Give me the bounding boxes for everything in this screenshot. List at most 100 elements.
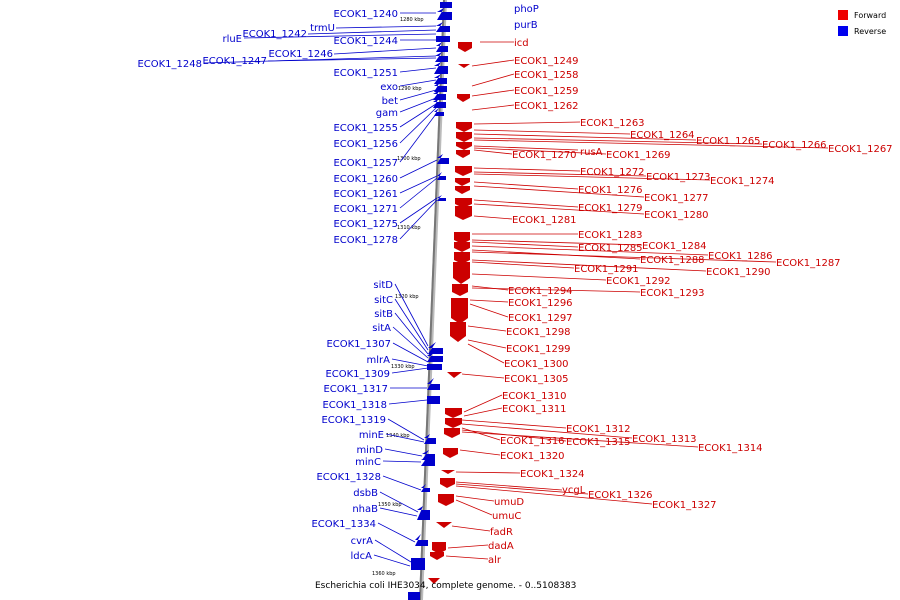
leader-line	[455, 483, 589, 495]
gene-label-reverse: minD	[356, 445, 383, 456]
gene-label-reverse: sitD	[373, 280, 393, 291]
gene-label-reverse: bet	[382, 96, 399, 107]
leader-line	[473, 171, 647, 177]
gene-label-reverse: sitB	[374, 309, 393, 320]
leader-line	[473, 139, 829, 149]
gene-block-reverse	[427, 396, 440, 404]
gene-label-forward: dadA	[488, 541, 514, 552]
gene-label-forward: fadR	[490, 527, 513, 538]
gene-block-forward	[457, 94, 470, 102]
leader-line	[473, 133, 697, 141]
leader-line	[473, 185, 645, 198]
leader-line	[267, 57, 437, 62]
leader-line	[473, 129, 631, 135]
map-caption: Escherichia coli IHE3034, complete genom…	[315, 581, 576, 591]
leader-line	[335, 25, 437, 29]
gene-label-forward: ECOK1_1313	[632, 434, 697, 445]
leader-line	[307, 29, 437, 35]
legend: Forward Reverse	[838, 10, 886, 36]
leader-line	[392, 342, 429, 363]
gene-label-forward: phoP	[514, 4, 539, 15]
gene-block-forward	[445, 408, 462, 418]
gene-label-forward: ECOK1_1320	[500, 451, 565, 462]
leader-line	[447, 544, 489, 549]
gene-label-reverse: mlrA	[367, 355, 391, 366]
forward-gene-labels: phoP purB icd ECOK1_1249 ECOK1_1258 ECOK…	[488, 4, 893, 566]
gene-block-forward	[430, 552, 444, 560]
leader-line	[455, 471, 521, 474]
gene-label-forward: ECOK1_1290	[706, 267, 771, 278]
gene-block-reverse	[417, 506, 430, 520]
gene-block-reverse	[436, 42, 448, 52]
leader-line	[471, 251, 777, 263]
gene-block-reverse	[428, 342, 443, 354]
gene-block-reverse	[427, 350, 443, 362]
gene-block-forward	[456, 122, 472, 132]
reverse-leader-lines	[203, 12, 438, 567]
leader-line	[243, 33, 437, 39]
gene-block-forward	[456, 150, 470, 158]
gene-block-reverse	[433, 98, 446, 108]
gene-label-forward: ECOK1_1292	[606, 276, 671, 287]
gene-label-reverse: ECOK1_1240	[333, 9, 398, 20]
gene-block-forward	[455, 178, 470, 186]
gene-block-forward	[436, 522, 452, 528]
gene-block-forward	[452, 284, 468, 296]
gene-block-forward	[458, 64, 470, 68]
gene-label-reverse: ldcA	[351, 551, 373, 562]
tick-label: 1330 kbp	[391, 364, 415, 370]
leader-line	[459, 449, 501, 456]
gene-label-forward: rusA	[580, 147, 603, 158]
leader-line	[467, 339, 507, 349]
leader-line	[473, 181, 579, 190]
gene-block-forward	[428, 578, 440, 584]
gene-block-reverse	[436, 22, 450, 32]
gene-block-forward	[451, 298, 468, 324]
leader-line	[399, 107, 437, 144]
gene-block-reverse	[437, 172, 446, 180]
tick-labels: 1280 kbp 1290 kbp 1300 kbp 1310 kbp 1320…	[372, 17, 424, 577]
leader-line	[203, 55, 437, 64]
leader-line	[473, 167, 581, 172]
leader-line	[471, 287, 641, 293]
leader-line	[379, 491, 419, 513]
gene-block-reverse	[435, 52, 448, 62]
gene-block-forward	[456, 142, 472, 150]
leader-line	[467, 325, 507, 332]
gene-label-forward: ECOK1_1316	[500, 436, 565, 447]
legend-label-reverse: Reverse	[854, 27, 886, 36]
gene-label-reverse: ECOK1_1319	[321, 415, 386, 426]
gene-block-forward	[447, 372, 462, 378]
gene-block-reverse	[436, 36, 450, 42]
leader-line	[388, 399, 428, 405]
leader-line	[399, 175, 438, 194]
gene-label-reverse: ECOK1_1255	[333, 123, 398, 134]
leader-line	[473, 147, 607, 155]
gene-label-forward: ECOK1_1267	[828, 144, 893, 155]
leader-line	[377, 522, 416, 543]
gene-block-reverse	[421, 456, 435, 466]
leader-line	[387, 418, 425, 441]
leader-line	[392, 326, 429, 359]
leader-line	[399, 97, 437, 113]
leader-line	[473, 121, 581, 125]
gene-label-forward: ycgL	[562, 485, 586, 496]
leader-line	[471, 59, 515, 67]
gene-label-forward: ECOK1_1300	[504, 359, 569, 370]
gene-block-forward	[454, 252, 470, 264]
gene-label-reverse: ECOK1_1275	[333, 219, 398, 230]
gene-label-forward: ECOK1_1294	[508, 286, 573, 297]
gene-label-forward: ECOK1_1280	[644, 210, 709, 221]
leader-line	[455, 485, 653, 505]
leader-line	[461, 419, 567, 429]
gene-label-forward: ECOK1_1312	[566, 424, 631, 435]
gene-label-forward: ECOK1_1326	[588, 490, 653, 501]
leader-line	[473, 137, 763, 145]
tick-label: 1360 kbp	[372, 571, 396, 577]
gene-block-reverse	[415, 534, 428, 546]
gene-block-forward	[456, 132, 472, 142]
gene-label-reverse: trmU	[310, 23, 335, 34]
gene-block-forward	[453, 262, 470, 284]
reverse-gene-labels: ECOK1_1240 trmU ECOK1_1242 rluE ECOK1_12…	[137, 9, 398, 562]
